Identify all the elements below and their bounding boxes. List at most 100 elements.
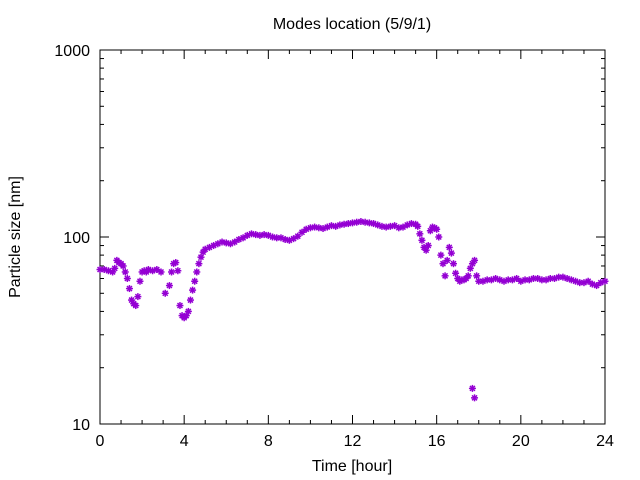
data-point	[471, 256, 479, 264]
data-point-stroke	[585, 278, 592, 285]
data-point	[256, 231, 264, 239]
data-point-stroke	[353, 219, 360, 226]
data-point	[252, 231, 260, 239]
chart-title: Modes location (5/9/1)	[273, 16, 431, 33]
data-point	[186, 296, 194, 304]
data-point-stroke	[277, 234, 284, 241]
data-point	[593, 282, 601, 290]
data-point-stroke	[433, 226, 440, 233]
plot-frame	[99, 49, 606, 425]
data-point-stroke	[172, 259, 179, 266]
data-point-stroke	[298, 229, 306, 236]
data-point-stroke	[134, 293, 141, 300]
data-point	[121, 268, 129, 276]
data-point-stroke	[442, 272, 449, 279]
x-tick-label: 20	[512, 433, 530, 450]
data-point-stroke	[513, 275, 520, 282]
data-point-stroke	[122, 268, 129, 275]
data-point	[125, 285, 133, 293]
data-point-stroke	[370, 220, 377, 227]
data-point-stroke	[435, 233, 442, 241]
data-point	[193, 268, 201, 276]
data-point	[418, 236, 426, 244]
data-point-stroke	[425, 242, 432, 249]
data-point-stroke	[185, 308, 192, 315]
x-tick-label: 4	[180, 433, 189, 450]
data-point	[195, 260, 203, 268]
data-point-stroke	[219, 239, 226, 246]
data-point-stroke	[174, 267, 181, 274]
data-point-stroke	[128, 297, 135, 304]
data-point	[601, 277, 609, 285]
data-point	[468, 384, 476, 392]
data-point	[189, 286, 197, 294]
data-point-stroke	[414, 223, 421, 230]
data-point-stroke	[101, 266, 108, 273]
data-point-stroke	[132, 302, 139, 309]
data-point	[450, 260, 457, 268]
data-point	[471, 394, 479, 402]
data-point	[161, 289, 169, 297]
data-point-stroke	[166, 282, 173, 289]
y-tick-label: 10	[72, 417, 90, 434]
data-point-stroke	[534, 275, 541, 282]
data-point-stroke	[589, 281, 596, 288]
data-point-stroke	[559, 274, 566, 281]
data-point-stroke	[471, 394, 478, 401]
data-point	[132, 302, 140, 310]
data-point-stroke	[176, 302, 183, 309]
data-point	[298, 228, 306, 236]
data-point-stroke	[601, 278, 609, 285]
data-point-stroke	[193, 268, 200, 275]
data-point-stroke	[568, 276, 575, 283]
data-point-stroke	[452, 270, 459, 277]
data-point-stroke	[168, 268, 175, 275]
data-point	[111, 264, 119, 272]
data-point	[157, 268, 165, 276]
plot-axes: 0 4 8 12 16 20 24 10 100 1000	[54, 43, 614, 450]
data-point-stroke	[261, 231, 268, 238]
data-point-stroke	[126, 285, 133, 292]
data-point	[437, 251, 445, 259]
data-point	[424, 242, 432, 250]
data-point	[172, 259, 180, 267]
data-point	[422, 246, 430, 254]
data-point	[168, 268, 176, 276]
data-point	[290, 235, 298, 243]
data-point	[136, 277, 144, 285]
data-point-stroke	[240, 234, 247, 241]
data-point	[191, 277, 199, 285]
data-point	[176, 302, 184, 310]
data-point-stroke	[111, 265, 118, 272]
data-point-stroke	[341, 221, 348, 228]
data-point-stroke	[153, 266, 160, 273]
data-point-stroke	[349, 219, 356, 226]
data-point	[464, 272, 472, 280]
data-point	[119, 262, 127, 270]
data-point-stroke	[265, 232, 272, 239]
data-point-stroke	[158, 268, 165, 275]
data-point-stroke	[471, 257, 478, 264]
data-point-stroke	[465, 272, 472, 279]
data-point	[447, 249, 455, 257]
y-tick-label: 100	[63, 230, 90, 247]
data-point-stroke	[252, 231, 259, 238]
data-point-stroke	[444, 257, 451, 264]
data-point-stroke	[162, 290, 169, 297]
data-point	[277, 234, 285, 242]
data-point-stroke	[269, 233, 276, 241]
data-point	[441, 272, 449, 280]
data-point	[452, 269, 460, 277]
data-point-stroke	[387, 223, 394, 230]
data-point-stroke	[191, 278, 198, 285]
data-point-stroke	[437, 252, 444, 259]
data-point-stroke	[473, 272, 480, 279]
data-point	[439, 260, 447, 268]
data-point-stroke	[124, 275, 131, 282]
data-point-stroke	[105, 267, 112, 274]
data-point-stroke	[256, 232, 263, 239]
data-point-stroke	[395, 224, 402, 231]
data-point-stroke	[282, 236, 289, 243]
data-point-stroke	[383, 224, 390, 231]
